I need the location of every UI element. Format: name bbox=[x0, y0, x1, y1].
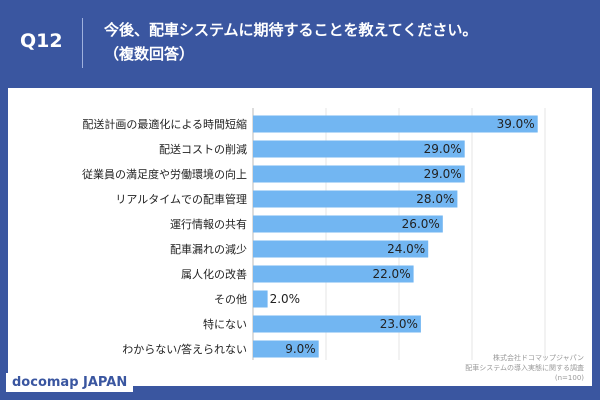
value-label: 9.0% bbox=[285, 342, 316, 356]
source-company: 株式会社ドコマップジャパン bbox=[493, 353, 584, 362]
bar bbox=[253, 290, 268, 308]
category-label: わからない/答えられない bbox=[122, 342, 247, 356]
divider bbox=[82, 18, 83, 68]
category-label: 属人化の改善 bbox=[181, 267, 247, 281]
question-title: 今後、配車システムに期待することを教えてください。 （複数回答） bbox=[104, 18, 477, 66]
value-label: 29.0% bbox=[424, 142, 462, 156]
category-label: 従業員の満足度や労働環境の向上 bbox=[82, 167, 247, 181]
bar bbox=[253, 140, 465, 158]
source-survey: 配車システムの導入実態に関する調査 bbox=[465, 363, 584, 372]
value-label: 24.0% bbox=[387, 242, 425, 256]
value-label: 39.0% bbox=[497, 117, 535, 131]
category-label: 運行情報の共有 bbox=[170, 217, 247, 231]
bar bbox=[253, 215, 443, 233]
bar-chart: 配送計画の最適化による時間短縮 39.0% 配送コストの削減 29.0% 従業員の満足度… bbox=[82, 108, 584, 382]
value-label: 22.0% bbox=[372, 267, 410, 281]
value-label: 26.0% bbox=[402, 217, 440, 231]
source-n: (n=100) bbox=[555, 374, 584, 382]
bar bbox=[253, 340, 319, 358]
category-label: 配送計画の最適化による時間短縮 bbox=[82, 117, 247, 131]
category-label: リアルタイムでの配車管理 bbox=[115, 192, 247, 206]
value-label: 28.0% bbox=[416, 192, 454, 206]
bar bbox=[253, 240, 429, 258]
value-label: 23.0% bbox=[380, 317, 418, 331]
value-label: 29.0% bbox=[424, 167, 462, 181]
value-label: 2.0% bbox=[270, 292, 301, 306]
category-label: 配送コストの削減 bbox=[159, 142, 247, 156]
bar bbox=[253, 190, 458, 208]
category-label: 配車漏れの減少 bbox=[170, 242, 247, 256]
bar bbox=[253, 165, 465, 183]
question-number: Q12 bbox=[20, 30, 63, 52]
bar bbox=[253, 115, 538, 133]
bar bbox=[253, 315, 421, 333]
category-label: 特にない bbox=[203, 317, 247, 331]
category-label: その他 bbox=[214, 293, 247, 306]
bar bbox=[253, 265, 414, 283]
title-line1: 今後、配車システムに期待することを教えてください。 bbox=[104, 21, 478, 39]
title-line2: （複数回答） bbox=[104, 45, 195, 63]
chart-panel: 配送計画の最適化による時間短縮 39.0% 配送コストの削減 29.0% 従業員の満足度… bbox=[8, 88, 592, 386]
logo: docomap JAPAN bbox=[6, 373, 134, 392]
